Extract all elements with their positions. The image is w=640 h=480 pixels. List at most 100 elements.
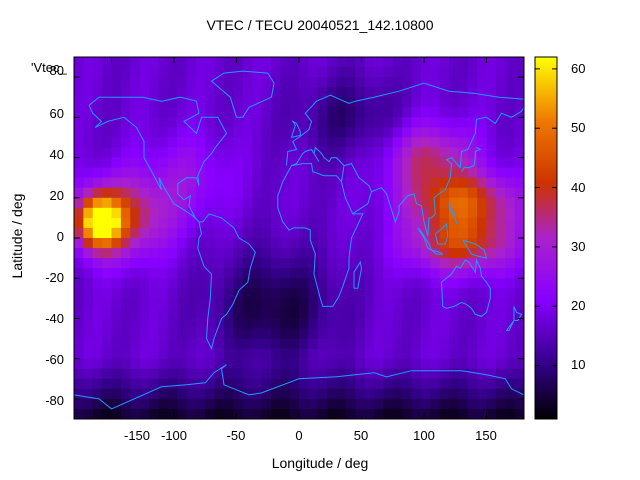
heatmap-cell	[317, 358, 328, 370]
heatmap-cell	[158, 248, 169, 259]
plot-title: VTEC / TECU 20040521_142.10800	[206, 17, 434, 33]
heatmap-cell	[111, 117, 122, 128]
heatmap-cell	[177, 127, 188, 139]
heatmap-cell	[317, 137, 328, 149]
heatmap-cell	[467, 258, 478, 269]
heatmap-cell	[495, 87, 506, 98]
heatmap-cell	[355, 308, 366, 320]
heatmap-cell	[374, 187, 384, 199]
heatmap-cell	[514, 338, 524, 350]
heatmap-cell	[149, 348, 159, 360]
heatmap-cell	[252, 137, 263, 149]
heatmap-cell	[486, 97, 497, 108]
heatmap-cell	[420, 248, 431, 259]
heatmap-cell	[261, 278, 272, 289]
heatmap-cell	[449, 248, 459, 259]
heatmap-cell	[439, 217, 450, 229]
heatmap-cell	[449, 107, 459, 118]
heatmap-cell	[261, 258, 272, 269]
heatmap-cell	[449, 177, 459, 189]
heatmap-cell	[139, 177, 150, 189]
heatmap-cell	[280, 238, 291, 249]
heatmap-cell	[242, 368, 253, 380]
heatmap-cell	[439, 107, 450, 118]
heatmap-cell	[130, 308, 141, 320]
heatmap-cell	[195, 57, 206, 68]
heatmap-cell	[374, 378, 384, 390]
heatmap-cell	[261, 288, 272, 299]
heatmap-cell	[317, 378, 328, 390]
heatmap-cell	[505, 368, 516, 380]
heatmap-cell	[430, 238, 441, 249]
heatmap-cell	[505, 398, 516, 410]
heatmap-cell	[120, 67, 131, 78]
heatmap-cell	[167, 298, 178, 309]
heatmap-cell	[270, 157, 281, 169]
heatmap-cell	[308, 197, 319, 209]
heatmap-cell	[167, 388, 178, 400]
heatmap-cell	[374, 87, 384, 98]
heatmap-cell	[130, 117, 141, 128]
heatmap-cell	[186, 97, 197, 108]
heatmap-cell	[449, 258, 459, 269]
heatmap-cell	[299, 408, 309, 419]
heatmap-cell	[120, 227, 131, 239]
heatmap-cell	[308, 298, 319, 309]
heatmap-cell	[477, 378, 488, 390]
heatmap-cell	[327, 308, 338, 320]
heatmap-cell	[130, 157, 141, 169]
tec-heatmap	[74, 57, 524, 419]
heatmap-cell	[74, 358, 84, 370]
heatmap-cell	[120, 187, 131, 199]
heatmap-cell	[345, 398, 356, 410]
heatmap-cell	[439, 238, 450, 249]
heatmap-cell	[467, 147, 478, 159]
heatmap-cell	[495, 348, 506, 360]
heatmap-cell	[92, 207, 103, 219]
heatmap-cell	[392, 318, 403, 330]
heatmap-cell	[430, 97, 441, 108]
heatmap-cell	[130, 217, 141, 229]
heatmap-cell	[402, 338, 413, 350]
heatmap-cell	[149, 328, 159, 340]
heatmap-cell	[430, 117, 441, 128]
heatmap-cell	[467, 97, 478, 108]
heatmap-cell	[374, 197, 384, 209]
heatmap-cell	[149, 87, 159, 98]
heatmap-cell	[336, 167, 347, 179]
heatmap-cell	[355, 328, 366, 340]
heatmap-cell	[505, 137, 516, 149]
heatmap-cell	[158, 147, 169, 159]
heatmap-cell	[186, 298, 197, 309]
heatmap-cell	[167, 87, 178, 98]
heatmap-cell	[195, 197, 206, 209]
heatmap-cell	[467, 57, 478, 68]
heatmap-cell	[92, 328, 103, 340]
heatmap-cell	[336, 227, 347, 239]
heatmap-cell	[505, 258, 516, 269]
heatmap-cell	[383, 137, 394, 149]
heatmap-cell	[186, 197, 197, 209]
heatmap-cell	[420, 368, 431, 380]
heatmap-cell	[195, 338, 206, 350]
heatmap-cell	[280, 147, 291, 159]
heatmap-cell	[411, 87, 422, 98]
heatmap-cell	[111, 248, 122, 259]
heatmap-cell	[102, 338, 113, 350]
heatmap-cell	[299, 77, 309, 88]
heatmap-cell	[477, 348, 488, 360]
heatmap-cell	[477, 278, 488, 289]
heatmap-cell	[280, 368, 291, 380]
heatmap-cell	[149, 408, 159, 419]
heatmap-cell	[495, 67, 506, 78]
heatmap-cell	[186, 398, 197, 410]
coastline	[88, 96, 228, 223]
heatmap-cell	[205, 358, 216, 370]
heatmap-cell	[233, 308, 244, 320]
heatmap-cell	[486, 398, 497, 410]
heatmap-cell	[120, 268, 131, 279]
heatmap-cell	[224, 398, 234, 410]
heatmap-cell	[477, 77, 488, 88]
heatmap-cell	[158, 207, 169, 219]
heatmap-cell	[467, 368, 478, 380]
